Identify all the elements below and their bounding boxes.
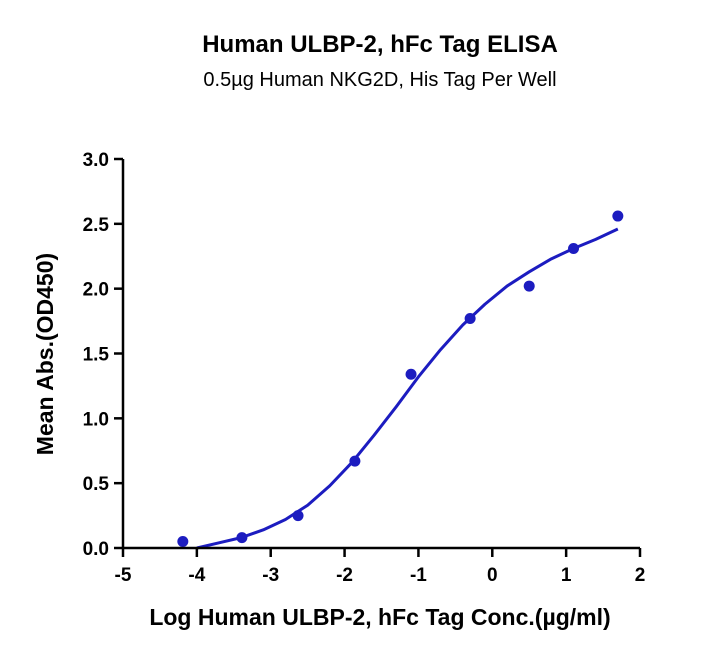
data-point: [523, 280, 535, 292]
x-tick-label: -4: [188, 565, 205, 586]
y-tick-label: 2.5: [83, 215, 110, 236]
data-point: [292, 510, 304, 522]
y-tick-label: 1.5: [83, 345, 110, 366]
data-point: [568, 242, 580, 254]
y-tick-label: 0.5: [83, 474, 110, 495]
y-axis-label: Mean Abs.(OD450): [32, 253, 58, 455]
plot-area: [177, 210, 624, 550]
data-point: [236, 532, 248, 544]
x-tick-label: -3: [262, 565, 279, 586]
x-axis-ticks: -5 -4 -3 -2 -1 0 1 2: [115, 548, 646, 586]
y-tick-label: 3.0: [83, 150, 109, 171]
data-point: [464, 312, 476, 324]
data-point: [405, 368, 417, 380]
x-axis-label: Log Human ULBP-2, hFc Tag Conc.(µg/ml): [149, 604, 610, 630]
fit-curve: [196, 227, 619, 550]
y-tick-label: 1.0: [83, 409, 109, 430]
x-tick-label: 1: [561, 565, 572, 586]
data-point: [612, 210, 624, 222]
y-tick-label: 0.0: [83, 539, 109, 560]
x-tick-label: -5: [115, 565, 132, 586]
y-tick-label: 2.0: [83, 280, 109, 301]
data-point: [349, 455, 361, 467]
y-axis-ticks: 0.0 0.5 1.0 1.5 2.0 2.5 3.0: [83, 150, 123, 560]
chart-subtitle: 0.5µg Human NKG2D, His Tag Per Well: [203, 69, 556, 91]
x-tick-label: 0: [487, 565, 498, 586]
data-point: [177, 536, 189, 548]
x-tick-label: 2: [635, 565, 646, 586]
chart-title: Human ULBP-2, hFc Tag ELISA: [202, 31, 558, 58]
x-tick-label: -2: [336, 565, 353, 586]
x-tick-label: -1: [410, 565, 427, 586]
